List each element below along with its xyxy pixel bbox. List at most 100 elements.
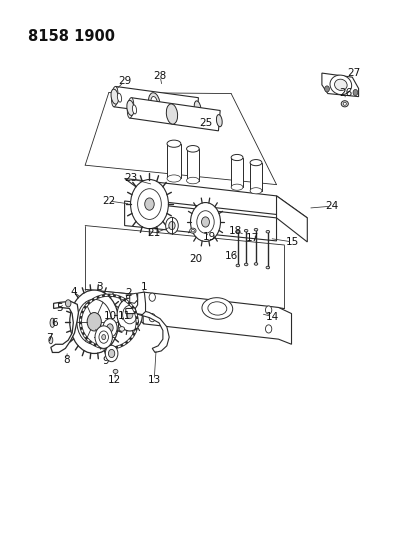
- Circle shape: [107, 324, 113, 332]
- Text: 4: 4: [70, 287, 76, 297]
- Text: 26: 26: [339, 87, 352, 98]
- Circle shape: [109, 350, 115, 358]
- Ellipse shape: [254, 228, 258, 231]
- Text: 2: 2: [125, 288, 132, 298]
- Polygon shape: [135, 292, 145, 314]
- Ellipse shape: [266, 266, 270, 269]
- Ellipse shape: [208, 302, 227, 315]
- Circle shape: [138, 189, 161, 220]
- Ellipse shape: [148, 93, 160, 113]
- Ellipse shape: [236, 230, 240, 233]
- Polygon shape: [231, 158, 243, 187]
- Ellipse shape: [236, 264, 240, 266]
- Text: 15: 15: [286, 237, 299, 247]
- Ellipse shape: [343, 102, 346, 106]
- Circle shape: [166, 217, 178, 234]
- Circle shape: [149, 293, 155, 301]
- Text: 27: 27: [347, 68, 360, 78]
- Circle shape: [353, 90, 358, 95]
- Circle shape: [197, 211, 214, 233]
- Circle shape: [149, 313, 155, 322]
- Ellipse shape: [231, 184, 243, 190]
- Ellipse shape: [250, 188, 262, 194]
- Text: 6: 6: [51, 318, 58, 328]
- Text: 24: 24: [325, 201, 338, 211]
- Text: 12: 12: [108, 375, 121, 385]
- Polygon shape: [130, 293, 138, 303]
- Text: 16: 16: [224, 251, 238, 261]
- Ellipse shape: [254, 263, 258, 265]
- Ellipse shape: [202, 298, 233, 319]
- Ellipse shape: [111, 89, 118, 104]
- Ellipse shape: [217, 115, 222, 127]
- Ellipse shape: [250, 159, 262, 166]
- Text: 20: 20: [189, 254, 202, 264]
- Text: 17: 17: [246, 233, 259, 244]
- Circle shape: [191, 203, 220, 241]
- Ellipse shape: [151, 96, 157, 109]
- Text: 7: 7: [46, 333, 53, 343]
- Polygon shape: [114, 86, 199, 118]
- Circle shape: [117, 298, 142, 331]
- Text: 10: 10: [104, 311, 117, 321]
- Ellipse shape: [111, 86, 118, 107]
- Ellipse shape: [50, 318, 55, 327]
- Ellipse shape: [118, 93, 122, 102]
- Polygon shape: [167, 144, 181, 179]
- Polygon shape: [51, 301, 79, 352]
- Circle shape: [127, 311, 133, 319]
- Polygon shape: [187, 149, 199, 181]
- Polygon shape: [322, 73, 358, 96]
- Circle shape: [102, 335, 106, 340]
- Ellipse shape: [127, 100, 134, 116]
- Circle shape: [145, 198, 154, 210]
- Text: 13: 13: [148, 375, 161, 385]
- Polygon shape: [126, 309, 169, 352]
- Text: 11: 11: [118, 311, 131, 321]
- Ellipse shape: [167, 175, 181, 182]
- Text: 5: 5: [56, 303, 63, 313]
- Ellipse shape: [113, 369, 118, 374]
- Ellipse shape: [330, 75, 352, 95]
- Circle shape: [77, 299, 112, 344]
- Ellipse shape: [341, 101, 349, 107]
- Circle shape: [105, 345, 118, 362]
- Text: 21: 21: [148, 228, 161, 238]
- Ellipse shape: [187, 146, 199, 152]
- Ellipse shape: [132, 105, 136, 114]
- Ellipse shape: [190, 228, 196, 233]
- Circle shape: [201, 217, 210, 227]
- Circle shape: [87, 312, 102, 331]
- Circle shape: [103, 319, 117, 337]
- Text: 18: 18: [229, 225, 242, 236]
- Text: 8158 1900: 8158 1900: [28, 29, 115, 44]
- Polygon shape: [250, 163, 262, 191]
- Text: 9: 9: [103, 356, 109, 366]
- Text: 8: 8: [63, 354, 70, 365]
- Circle shape: [169, 222, 175, 230]
- Ellipse shape: [335, 79, 347, 91]
- Circle shape: [266, 306, 272, 314]
- Ellipse shape: [194, 101, 201, 115]
- Circle shape: [122, 305, 137, 324]
- Circle shape: [266, 325, 272, 333]
- Text: 23: 23: [124, 173, 137, 183]
- Circle shape: [99, 331, 109, 343]
- Text: 3: 3: [96, 282, 102, 292]
- Text: 29: 29: [118, 76, 131, 86]
- Text: 19: 19: [203, 232, 216, 242]
- Polygon shape: [129, 98, 220, 131]
- Text: 22: 22: [102, 196, 115, 206]
- Ellipse shape: [231, 155, 243, 160]
- Text: 14: 14: [266, 312, 279, 321]
- Polygon shape: [277, 196, 307, 242]
- Ellipse shape: [245, 229, 248, 232]
- Ellipse shape: [191, 229, 194, 232]
- Polygon shape: [125, 201, 277, 241]
- Polygon shape: [125, 179, 307, 218]
- Text: 1: 1: [141, 282, 148, 292]
- Circle shape: [70, 290, 119, 353]
- Text: 25: 25: [199, 118, 212, 128]
- Circle shape: [325, 86, 329, 92]
- Ellipse shape: [49, 337, 53, 344]
